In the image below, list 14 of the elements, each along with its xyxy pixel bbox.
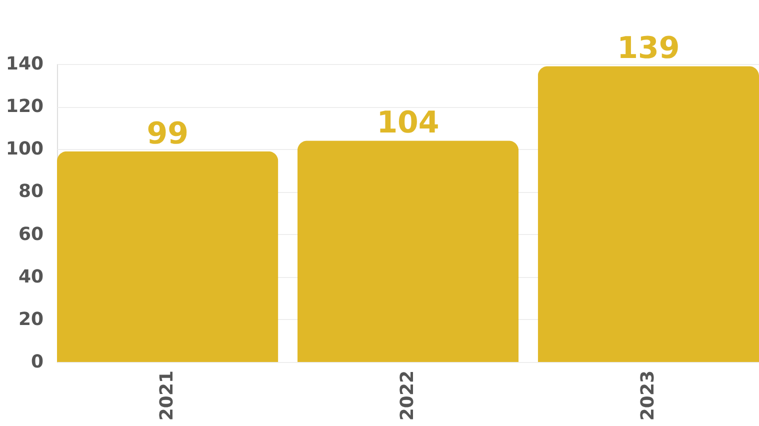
y-tick-label: 80 — [18, 181, 44, 202]
y-tick-label: 0 — [30, 352, 44, 372]
y-tick-label: 20 — [18, 308, 44, 330]
data-label: 139 — [617, 31, 680, 66]
x-tick-label: 2023 — [637, 370, 658, 421]
y-tick-label: 60 — [18, 224, 44, 245]
x-tick-label: 2022 — [397, 370, 418, 421]
y-tick-label: 120 — [6, 96, 44, 118]
data-label: 104 — [376, 106, 440, 141]
data-label: 99 — [146, 116, 188, 152]
x-tick-label: 2021 — [156, 370, 178, 421]
y-tick-label: 100 — [6, 138, 44, 160]
y-tick-label: 40 — [18, 266, 44, 288]
y-tick-label: 140 — [6, 54, 44, 74]
